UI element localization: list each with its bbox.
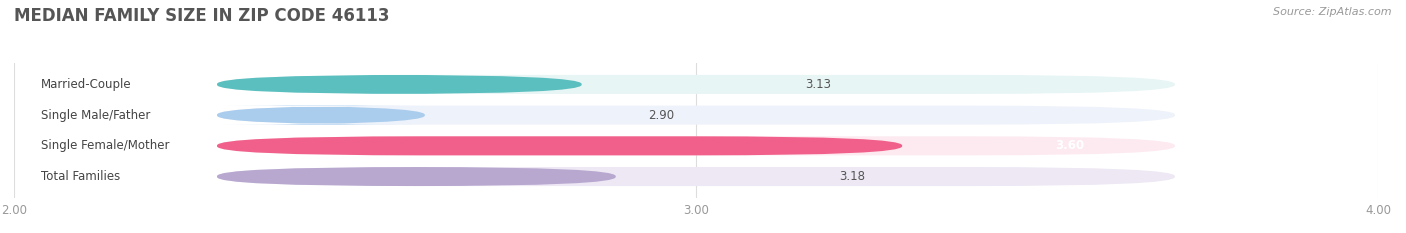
FancyBboxPatch shape [217,167,1175,186]
Text: 3.13: 3.13 [806,78,831,91]
Text: 3.18: 3.18 [839,170,865,183]
Text: Married-Couple: Married-Couple [41,78,132,91]
FancyBboxPatch shape [217,75,1175,94]
FancyBboxPatch shape [217,136,1175,155]
Text: MEDIAN FAMILY SIZE IN ZIP CODE 46113: MEDIAN FAMILY SIZE IN ZIP CODE 46113 [14,7,389,25]
FancyBboxPatch shape [217,167,616,186]
FancyBboxPatch shape [217,75,582,94]
FancyBboxPatch shape [217,106,1175,125]
Text: Source: ZipAtlas.com: Source: ZipAtlas.com [1274,7,1392,17]
Text: Single Female/Mother: Single Female/Mother [41,139,170,152]
FancyBboxPatch shape [217,136,903,155]
Text: 3.60: 3.60 [1056,139,1084,152]
Text: Single Male/Father: Single Male/Father [41,109,150,122]
Text: Total Families: Total Families [41,170,121,183]
Text: 2.90: 2.90 [648,109,675,122]
FancyBboxPatch shape [217,106,425,125]
